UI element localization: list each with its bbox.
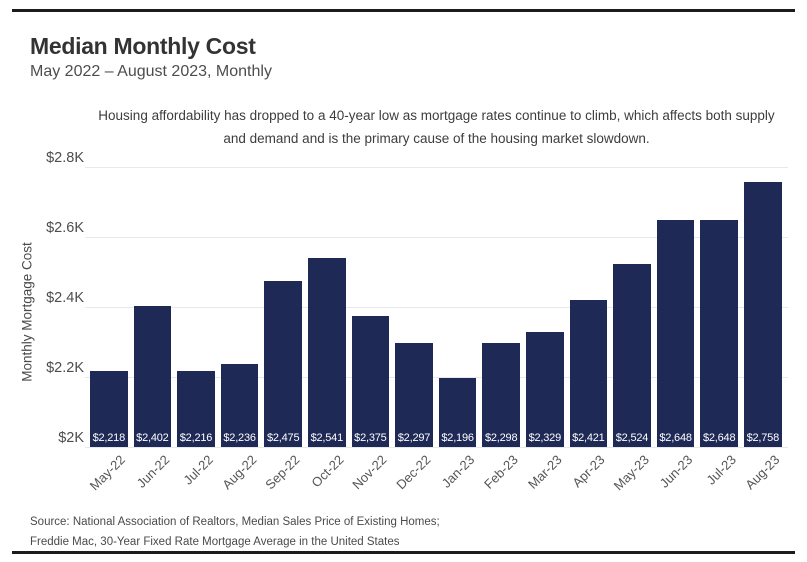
x-tick-label: Jul-22 <box>179 452 216 488</box>
x-tick-label: Nov-22 <box>349 452 391 493</box>
source-line-1: Source: National Association of Realtors… <box>30 516 440 528</box>
bar-value-label: $2,421 <box>572 431 605 444</box>
annotation: Housing affordability has dropped to a 4… <box>85 104 788 150</box>
bar: $2,402 <box>133 306 172 447</box>
bar-value-label: $2,196 <box>441 431 474 444</box>
bar: $2,236 <box>220 364 259 447</box>
x-tick-label: Sep-22 <box>262 452 303 493</box>
x-tick-label: Feb-23 <box>481 452 521 492</box>
gridline <box>85 446 788 448</box>
gridline <box>85 376 788 378</box>
bar-value-label: $2,475 <box>266 432 300 444</box>
bar-value-label: $2,329 <box>528 431 562 444</box>
bar: $2,541 <box>308 257 346 447</box>
bar: $2,196 <box>438 378 477 447</box>
bar-value-label: $2,648 <box>659 431 692 444</box>
bar: $2,375 <box>351 315 390 447</box>
bar-value-label: $2,216 <box>179 431 213 444</box>
bar-value-label: $2,758 <box>746 431 780 444</box>
chart-title: Median Monthly Cost <box>30 33 256 59</box>
x-tick-label: Mar-23 <box>524 452 565 492</box>
x-tick-label: Aug-23 <box>742 452 783 493</box>
bar-value-label: $2,648 <box>702 431 736 444</box>
bar: $2,421 <box>569 299 608 447</box>
bar: $2,648 <box>700 220 738 447</box>
gridline <box>85 306 788 308</box>
bar: $2,475 <box>264 280 302 447</box>
x-tick-label: Aug-22 <box>218 452 260 493</box>
gridline <box>85 166 788 168</box>
source-line-2: Freddie Mac, 30-Year Fixed Rate Mortgage… <box>30 536 400 548</box>
y-tick-label: $2.4K <box>46 290 84 306</box>
bar: $2,297 <box>395 343 433 447</box>
y-tick-label: $2.2K <box>46 360 84 376</box>
bottom-border <box>12 551 795 554</box>
x-tick-label: Jun-23 <box>656 452 696 491</box>
x-tick-label: Dec-22 <box>393 452 434 493</box>
bar-value-label: $2,402 <box>136 431 169 444</box>
bar-value-label: $2,297 <box>397 431 431 444</box>
y-tick-label: $2K <box>58 430 84 446</box>
annotation-line-1: Housing affordability has dropped to a 4… <box>98 108 775 123</box>
x-tick-label: Jul-23 <box>703 452 739 488</box>
bar-value-label: $2,236 <box>223 431 256 444</box>
bar: $2,524 <box>613 263 651 447</box>
bar: $2,218 <box>90 370 128 447</box>
bar: $2,648 <box>656 220 695 447</box>
bar: $2,758 <box>744 181 782 447</box>
bar-value-label: $2,524 <box>615 431 649 444</box>
x-tick-label: May-22 <box>87 452 129 494</box>
annotation-line-2: and demand and is the primary cause of t… <box>223 131 650 146</box>
y-tick-label: $2.6K <box>46 220 84 236</box>
bar-value-label: $2,298 <box>484 431 518 444</box>
bar: $2,216 <box>177 371 215 447</box>
chart-subtitle: May 2022 – August 2023, Monthly <box>30 63 272 80</box>
top-border <box>12 9 795 12</box>
x-tick-label: Jun-22 <box>133 452 173 491</box>
x-tick-label: Oct-22 <box>308 452 347 491</box>
bar: $2,329 <box>526 331 564 447</box>
x-tick-label: Jan-23 <box>438 452 478 491</box>
y-tick-label: $2.8K <box>46 150 84 166</box>
x-tick-label: May-23 <box>610 452 652 494</box>
bar: $2,298 <box>482 342 520 447</box>
gridline <box>85 236 788 238</box>
bar-value-label: $2,375 <box>354 432 387 444</box>
bar-value-label: $2,541 <box>310 431 344 444</box>
x-tick-label: Apr-23 <box>569 452 609 491</box>
bar-value-label: $2,218 <box>92 431 126 444</box>
